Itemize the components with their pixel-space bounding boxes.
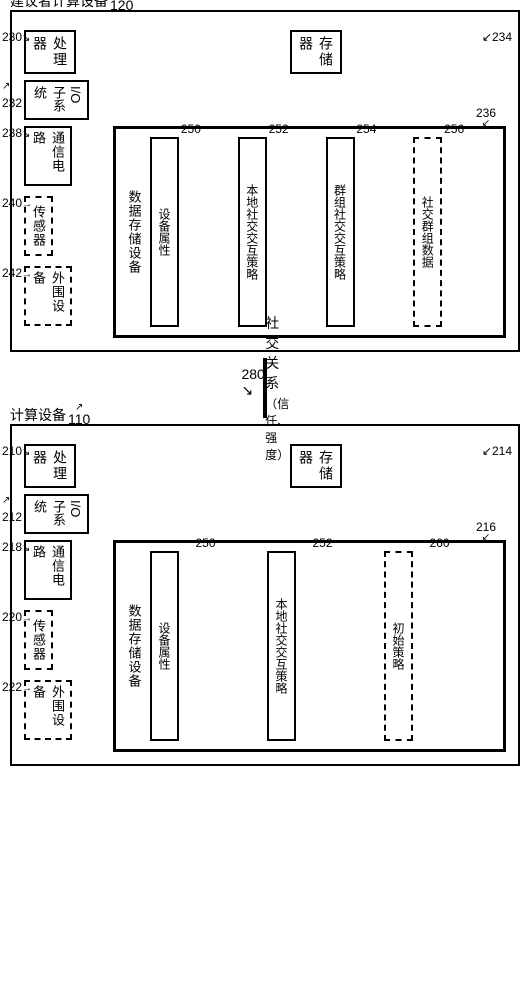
io-block: I/O子系统: [24, 80, 89, 120]
storage-item: 设备属性: [150, 551, 179, 741]
memory-block-b: 存储器: [290, 444, 342, 488]
storage-item: 群组社交交互策略: [326, 137, 355, 327]
processor-block-b: 处理器: [24, 444, 76, 488]
storage-item-ref: 256: [444, 122, 464, 136]
memory-block: 存储器: [290, 30, 342, 74]
processor-block: 处理器: [24, 30, 76, 74]
storage-item-wrap: 250设备属性: [150, 137, 232, 327]
top-device: 230↘ 处理器 ↙234 存储器 ↗ 232 I/O子系统: [10, 10, 520, 352]
storage-item-ref: 252: [312, 536, 332, 550]
connector-ref: 280: [241, 366, 264, 382]
storage-item: 本地社交交互策略: [238, 137, 267, 327]
storage-item-ref: 254: [356, 122, 376, 136]
periph-ref-b: 222→: [2, 680, 32, 694]
storage-label: 数据存储设备: [124, 137, 144, 327]
storage-items: 250设备属性252本地社交交互策略254群组社交交互策略256社交群组数据: [150, 137, 495, 327]
storage-item: 初始策略: [384, 551, 413, 741]
io-ref-b: ↗ 212: [2, 496, 22, 524]
storage-block-b: 数据存储设备 250设备属性252本地社交交互策略260初始策略: [113, 540, 506, 752]
storage-item-wrap: 252本地社交交互策略: [238, 137, 320, 327]
storage-item-wrap: 256社交群组数据: [413, 137, 495, 327]
comm-ref: 238↘: [2, 126, 30, 140]
storage-label-b: 数据存储设备: [124, 551, 144, 741]
memory-ref-b: ↙214: [482, 444, 512, 458]
storage-item: 本地社交交互策略: [267, 551, 296, 741]
storage-ref: 236↙: [476, 108, 496, 128]
memory-ref: ↙234: [482, 30, 512, 44]
connector-label1: 社交关系: [265, 313, 289, 393]
storage-item-wrap: 260初始策略: [384, 551, 495, 741]
storage-ref-b: 216↙: [476, 522, 496, 542]
bottom-device: 210↘ 处理器 ↙214 存储器 ↗ 212 I/O子系统: [10, 424, 520, 766]
processor-ref-b: 210↘: [2, 444, 30, 458]
bottom-device-wrapper: 计算设备 ↗ 110 210↘ 处理器 ↙214 存储器: [10, 424, 520, 766]
comm-block: 通信电路: [24, 126, 72, 186]
comm-block-b: 通信电路: [24, 540, 72, 600]
sensor-ref-b: 220→: [2, 610, 32, 624]
sensor-ref: 240→: [2, 196, 32, 210]
bottom-device-title: 计算设备: [10, 405, 66, 425]
storage-item: 设备属性: [150, 137, 179, 327]
storage-item-ref: 250: [195, 536, 215, 550]
connector: 280 ↘ 社交关系 （信任、强度）: [263, 358, 267, 418]
storage-item-wrap: 254群组社交交互策略: [326, 137, 408, 327]
top-device-wrapper: 建议者计算设备 ↗ 120 230↘ 处理器 ↙234 存储器: [10, 10, 520, 352]
io-block-b: I/O子系统: [24, 494, 89, 534]
comm-ref-b: 218↘: [2, 540, 30, 554]
periph-ref: 242→: [2, 266, 32, 280]
storage-item-ref: 250: [181, 122, 201, 136]
storage-item-wrap: 252本地社交交互策略: [267, 551, 378, 741]
storage-item-ref: 252: [269, 122, 289, 136]
storage-item: 社交群组数据: [413, 137, 442, 327]
block-diagram: 建议者计算设备 ↗ 120 230↘ 处理器 ↙234 存储器: [10, 10, 520, 766]
storage-item-ref: 260: [429, 536, 449, 550]
processor-ref: 230↘: [2, 30, 30, 44]
bottom-device-ref: ↗ 110: [68, 404, 90, 426]
storage-items-b: 250设备属性252本地社交交互策略260初始策略: [150, 551, 495, 741]
storage-item-wrap: 250设备属性: [150, 551, 261, 741]
storage-block: 数据存储设备 250设备属性252本地社交交互策略254群组社交交互策略256社…: [113, 126, 506, 338]
io-ref: ↗ 232: [2, 82, 22, 110]
